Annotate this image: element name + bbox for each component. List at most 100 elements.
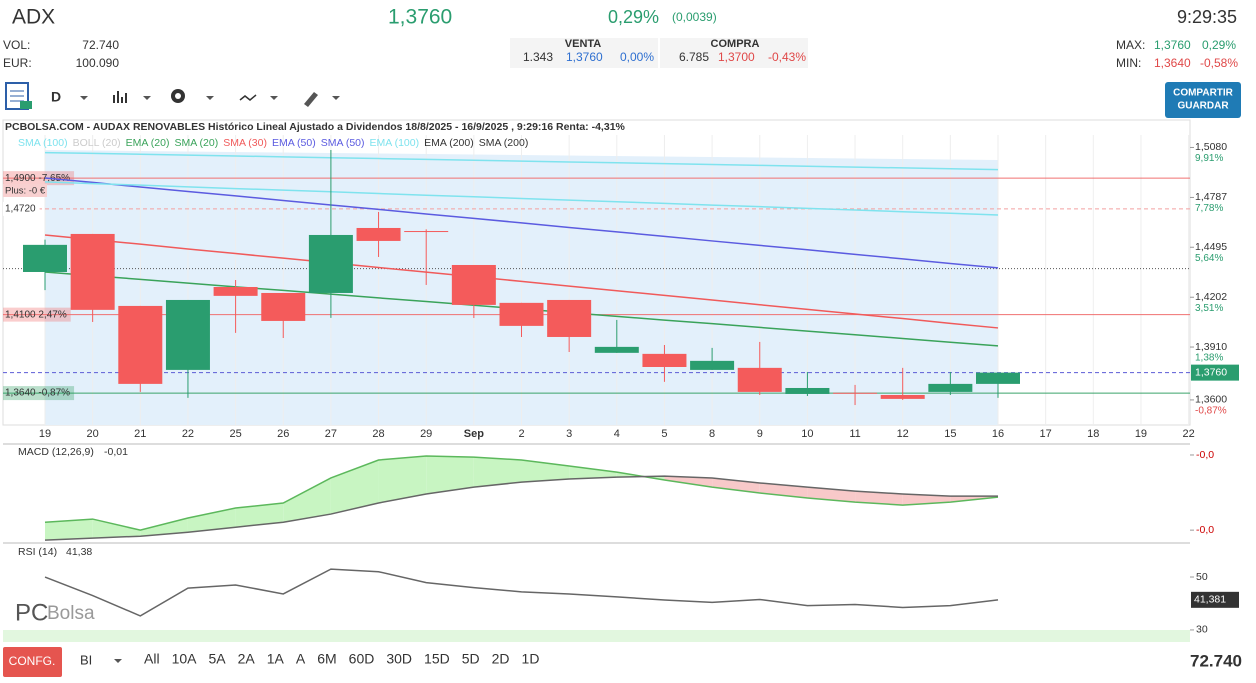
- macd-fill: [45, 519, 93, 541]
- period[interactable]: D: [51, 89, 61, 105]
- x-tick-label: 16: [992, 428, 1004, 440]
- candle-body: [642, 353, 687, 367]
- save-text: GUARDAR: [1177, 101, 1229, 112]
- y-tick-pct: 5,64%: [1195, 253, 1223, 264]
- range-option[interactable]: 15D: [424, 651, 450, 667]
- footer-volume: 72.740: [1190, 651, 1242, 670]
- level-label: 1,4720: [5, 204, 36, 215]
- macd-fill: [235, 503, 284, 528]
- indicator-line: [44, 177, 999, 269]
- config-button[interactable]: [3, 647, 62, 677]
- range-option[interactable]: 2D: [492, 651, 510, 667]
- symbol: ADX: [12, 6, 55, 29]
- candle-body: [594, 346, 639, 353]
- plus-label: Plus: -0 €: [5, 186, 46, 197]
- y-tick-pct: 3,51%: [1195, 303, 1223, 314]
- x-tick-label: 3: [566, 428, 572, 440]
- range-option[interactable]: 10A: [172, 651, 198, 667]
- sell-box: [510, 38, 658, 68]
- range-option[interactable]: 2A: [238, 651, 256, 667]
- plus-tag: [3, 184, 47, 197]
- buy-label: COMPRA: [711, 38, 760, 50]
- macd-fill: [473, 457, 522, 488]
- draw-icon[interactable]: [304, 92, 318, 107]
- x-tick-label: 19: [39, 428, 51, 440]
- range-option[interactable]: 30D: [386, 651, 412, 667]
- macd-fill: [664, 476, 713, 488]
- macd-last: -0,01: [104, 446, 128, 458]
- rsi-title: RSI (14): [18, 546, 57, 558]
- range-option[interactable]: 60D: [349, 651, 375, 667]
- dropdown[interactable]: [332, 96, 340, 100]
- dropdown[interactable]: [206, 96, 214, 100]
- dropdown[interactable]: [143, 96, 151, 100]
- legend-entry[interactable]: BOLL (20): [73, 137, 121, 149]
- range-option[interactable]: 5A: [208, 651, 226, 667]
- level-label: 1,4100 2,47%: [5, 309, 67, 320]
- buy-box: [660, 38, 808, 68]
- level-tag: [3, 386, 75, 401]
- range-option[interactable]: All: [144, 651, 160, 667]
- buy-pct: -0,43%: [768, 50, 806, 64]
- legend-entry[interactable]: SMA (50): [321, 137, 365, 149]
- macd-line: [44, 475, 998, 541]
- vol: 72.740: [82, 38, 119, 52]
- config-text: CONFG.: [9, 654, 56, 668]
- buy-qty: 6.785: [679, 50, 709, 64]
- dropdown[interactable]: [114, 659, 122, 663]
- y-tick-pct: 1,38%: [1195, 353, 1223, 364]
- dropdown[interactable]: [270, 96, 278, 100]
- watermark-bolsa: Bolsa: [47, 603, 95, 624]
- rsi-zone: [3, 630, 1190, 642]
- legend-entry[interactable]: SMA (30): [223, 137, 267, 149]
- legend-entry[interactable]: EMA (50): [272, 137, 316, 149]
- legend-entry[interactable]: SMA (200): [479, 137, 529, 149]
- legend-entry[interactable]: EMA (20): [126, 137, 170, 149]
- legend-entry[interactable]: EMA (100): [370, 137, 420, 149]
- x-tick-label: 22: [1182, 428, 1194, 440]
- macd-fill: [140, 518, 188, 537]
- candle-body: [118, 305, 163, 384]
- share-button[interactable]: [1165, 82, 1241, 118]
- range-option[interactable]: A: [296, 651, 306, 667]
- macd-fill: [521, 459, 570, 483]
- candle-body: [880, 394, 925, 399]
- level-label: 1,3640 -0,87%: [5, 388, 70, 399]
- candle-body: [976, 372, 1020, 384]
- chart-type-icon[interactable]: [113, 91, 127, 103]
- legend-entry[interactable]: SMA (100): [18, 137, 68, 149]
- dropdown[interactable]: [80, 96, 88, 100]
- current-price: 1,3760: [1195, 366, 1227, 378]
- y-tick-pct: -0,87%: [1195, 406, 1227, 417]
- x-tick-label: Sep: [464, 428, 484, 440]
- range-option[interactable]: 6M: [317, 651, 336, 667]
- legend-entry[interactable]: SMA (20): [174, 137, 218, 149]
- level-tag: [3, 307, 71, 322]
- x-tick-label: 21: [134, 428, 146, 440]
- x-tick-label: 12: [897, 428, 909, 440]
- macd-fill: [712, 477, 760, 493]
- doc-icon[interactable]: [5, 82, 32, 110]
- legend-entry[interactable]: EMA (200): [424, 137, 474, 149]
- x-tick-label: 25: [229, 428, 241, 440]
- min-pct: -0,58%: [1200, 56, 1238, 70]
- buy-price: 1,3700: [718, 50, 755, 64]
- candle-body: [23, 244, 67, 272]
- mode[interactable]: BI: [80, 652, 92, 667]
- x-tick-label: 26: [277, 428, 289, 440]
- range-option[interactable]: 1A: [267, 651, 285, 667]
- range-option[interactable]: 5D: [462, 651, 480, 667]
- rsi-last-box: [1191, 591, 1239, 608]
- change-abs: (0,0039): [672, 10, 717, 24]
- candle-body: [70, 233, 115, 310]
- eur: 100.090: [76, 56, 120, 70]
- macd-title: MACD (12,26,9): [18, 446, 94, 458]
- x-tick-label: 18: [1087, 428, 1099, 440]
- indicator-icon[interactable]: [239, 94, 257, 101]
- x-tick-label: 2: [518, 428, 524, 440]
- y-tick-pct: 7,78%: [1195, 203, 1223, 214]
- range-option[interactable]: 1D: [522, 651, 540, 667]
- macd-fill: [283, 477, 331, 523]
- range-bar: All 10A 5A 2A 1A A 6M 60D 30D 15D 5D 2D 1D: [144, 651, 539, 667]
- max-pct: 0,29%: [1202, 38, 1236, 52]
